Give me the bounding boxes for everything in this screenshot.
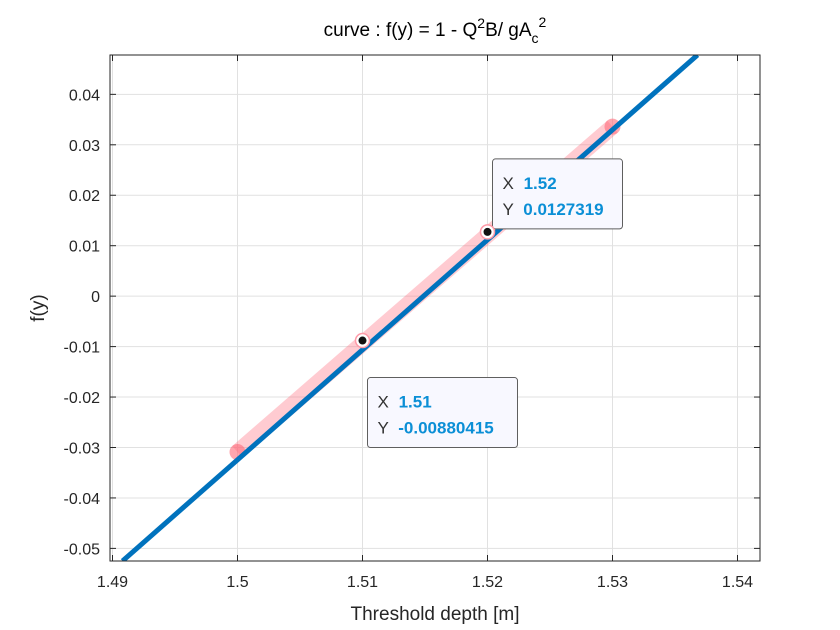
y-tick-label: 0.02 [69, 188, 100, 205]
datatip-box [367, 377, 518, 449]
x-tick-label: 1.49 [97, 574, 128, 591]
datatip-y-key: Y [503, 200, 519, 219]
x-tick-label: 1.5 [226, 574, 248, 591]
x-axis-label: Threshold depth [m] [351, 604, 520, 625]
y-tick-label: -0.01 [64, 340, 101, 357]
y-tick-label: -0.02 [64, 390, 101, 407]
datatip-x-value: 1.52 [524, 174, 557, 193]
datatip[interactable]: X 1.52 Y 0.0127319 [479, 158, 623, 240]
axes-box [109, 54, 761, 562]
y-axis-label: f(y) [28, 294, 49, 321]
datatip-x-value: 1.51 [399, 393, 432, 412]
datatip-y-value: 0.0127319 [523, 200, 603, 219]
y-tick-label: 0.03 [69, 138, 100, 155]
x-tick-label: 1.53 [597, 574, 628, 591]
x-tick-label: 1.54 [722, 574, 753, 591]
datatip-y-row: Y 0.0127319 [503, 200, 604, 219]
datatip-box [492, 158, 623, 230]
y-tick-label: 0 [91, 289, 100, 306]
y-tick-label: -0.05 [64, 541, 101, 558]
datatip[interactable]: X 1.51 Y -0.00880415 [354, 332, 518, 449]
datatip-x-row: X 1.51 [378, 393, 432, 412]
y-tick-label: -0.03 [64, 440, 101, 457]
y-tick-label: 0.04 [69, 87, 100, 104]
datatip-marker [483, 227, 492, 236]
datatip-x-row: X 1.52 [503, 174, 557, 193]
chart-title: curve : f(y) = 1 - Q2B/ gAc2 [324, 14, 547, 46]
datatip-y-row: Y -0.00880415 [378, 419, 494, 438]
y-tick-label: -0.04 [64, 491, 101, 508]
x-tick-label: 1.51 [347, 574, 378, 591]
x-tick-label: 1.52 [472, 574, 503, 591]
datatip-x-key: X [503, 174, 519, 193]
datatip-x-key: X [378, 393, 394, 412]
y-tick-label: 0.01 [69, 239, 100, 256]
datatip-y-value: -0.00880415 [398, 419, 493, 438]
datatip-y-key: Y [378, 419, 394, 438]
ticks: 1.49 1.5 1.51 1.52 1.53 1.54 -0.05 -0.04 -0.03 -0… [64, 55, 760, 591]
series-line [120, 55, 700, 561]
datatip-marker [358, 336, 367, 345]
